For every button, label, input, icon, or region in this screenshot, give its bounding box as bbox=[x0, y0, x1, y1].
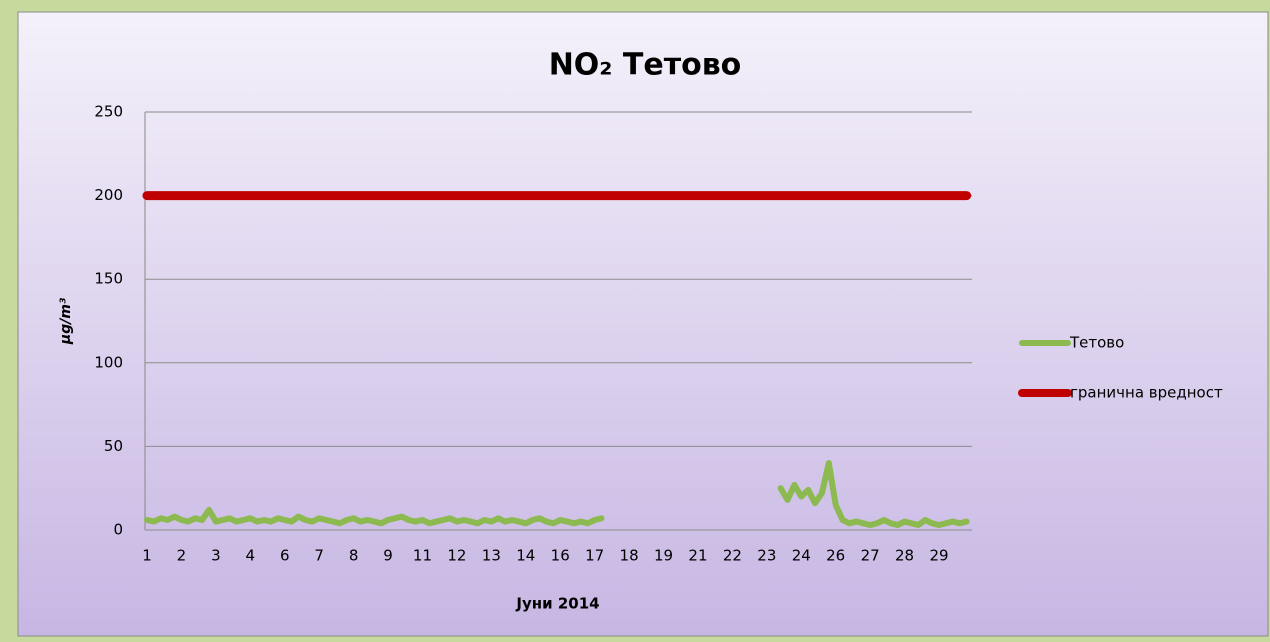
legend-label: Тетово bbox=[1069, 334, 1124, 352]
legend-label: гранична вредност bbox=[1070, 384, 1223, 402]
x-tick-label: 27 bbox=[861, 547, 880, 565]
x-tick-label: 21 bbox=[688, 547, 707, 565]
x-tick-label: 11 bbox=[413, 547, 432, 565]
x-tick-label: 19 bbox=[654, 547, 673, 565]
y-tick-label: 200 bbox=[94, 186, 123, 204]
x-tick-label: 29 bbox=[929, 547, 948, 565]
y-tick-label: 250 bbox=[94, 103, 123, 121]
x-tick-label: 26 bbox=[826, 547, 845, 565]
x-axis-label: Јуни 2014 bbox=[515, 595, 599, 613]
series-line bbox=[144, 460, 970, 528]
y-tick-label: 50 bbox=[104, 437, 123, 455]
y-tick-label: 100 bbox=[94, 353, 123, 371]
x-tick-label: 22 bbox=[723, 547, 742, 565]
x-tick-label: 6 bbox=[280, 547, 290, 565]
chart-title: NO₂ Тетово bbox=[549, 48, 742, 83]
x-tick-label: 14 bbox=[516, 547, 535, 565]
x-tick-label: 8 bbox=[349, 547, 359, 565]
x-tick-label: 7 bbox=[314, 547, 324, 565]
y-tick-label: 0 bbox=[113, 521, 123, 539]
x-tick-label: 4 bbox=[246, 547, 256, 565]
x-tick-label: 18 bbox=[620, 547, 639, 565]
x-tick-label: 1 bbox=[142, 547, 152, 565]
x-tick-label: 2 bbox=[177, 547, 187, 565]
x-tick-label: 28 bbox=[895, 547, 914, 565]
x-tick-label: 12 bbox=[447, 547, 466, 565]
x-tick-label: 24 bbox=[792, 547, 811, 565]
y-axis-label: µg/m³ bbox=[58, 298, 74, 345]
panel bbox=[17, 11, 1269, 637]
x-tick-label: 3 bbox=[211, 547, 221, 565]
x-tick-label: 16 bbox=[551, 547, 570, 565]
x-tick-label: 17 bbox=[585, 547, 604, 565]
x-tick-label: 23 bbox=[757, 547, 776, 565]
x-tick-label: 9 bbox=[383, 547, 393, 565]
x-tick-label: 13 bbox=[482, 547, 501, 565]
y-tick-label: 150 bbox=[94, 270, 123, 288]
